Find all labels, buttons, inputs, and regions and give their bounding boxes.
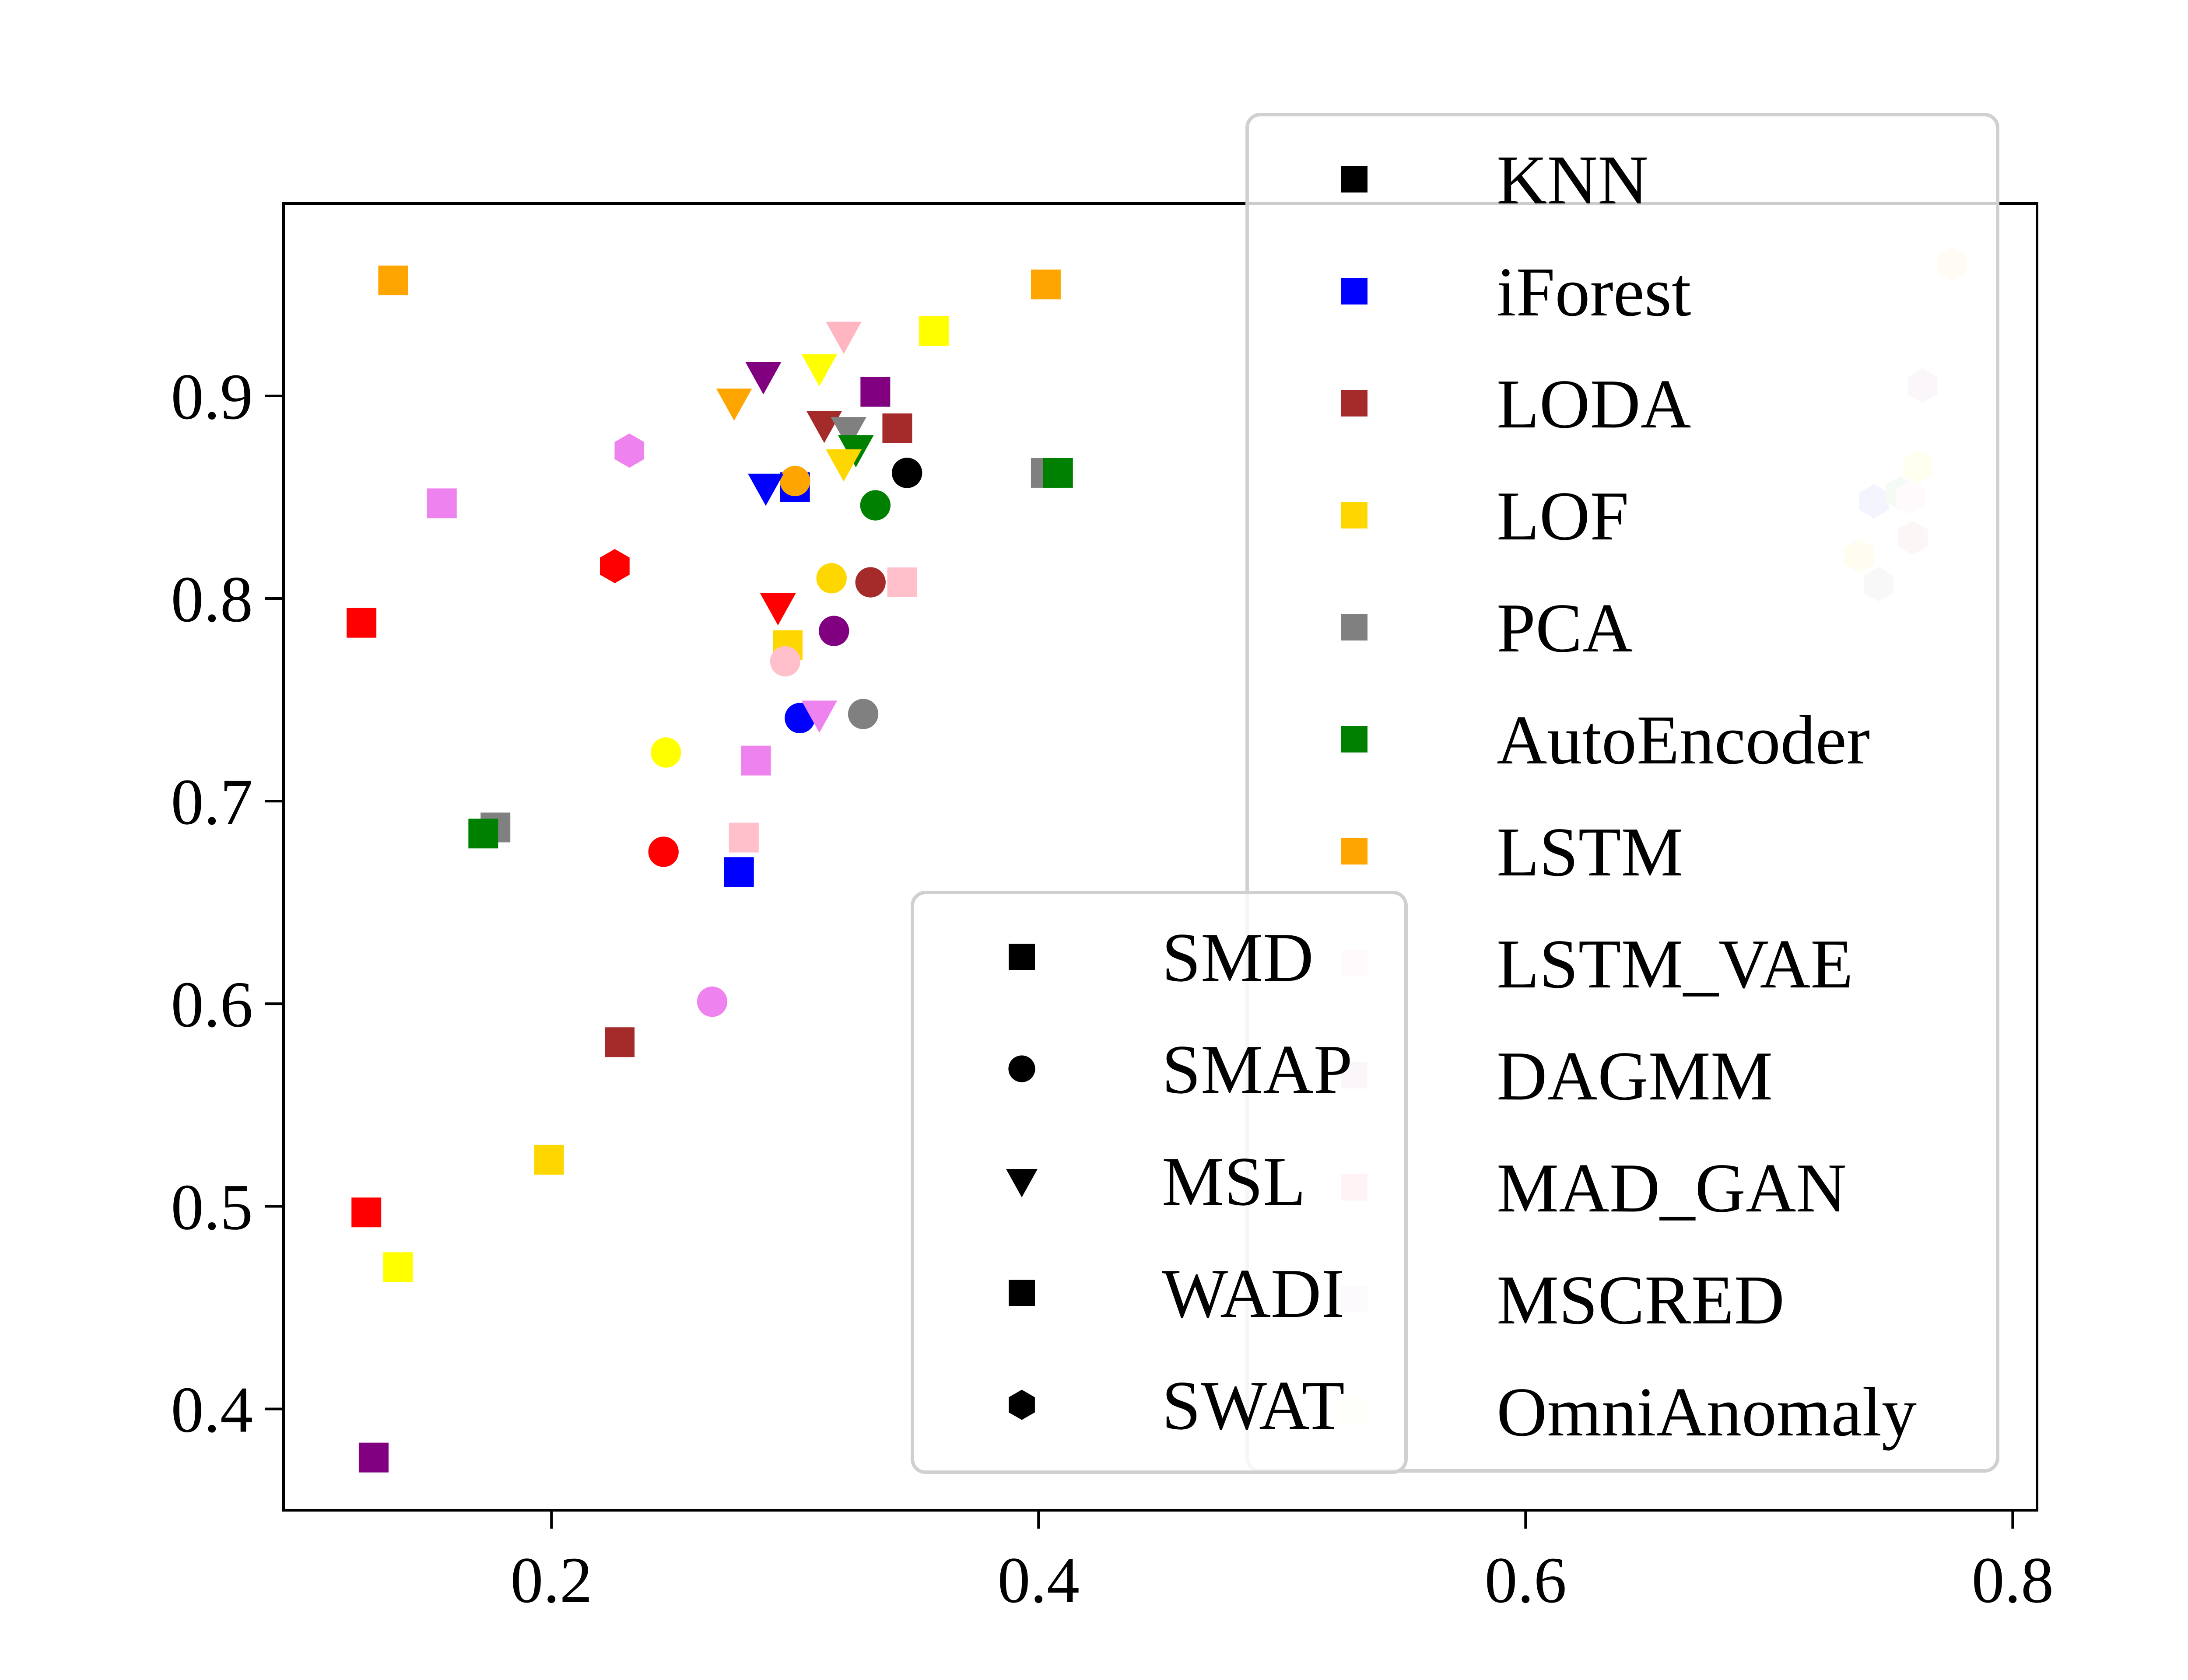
method-legend-label: OmniAnomaly: [1497, 1373, 1917, 1451]
method-legend-label: PCA: [1497, 589, 1633, 667]
data-point: [860, 377, 891, 407]
data-point: [919, 316, 949, 346]
data-point: [724, 857, 754, 887]
method-legend-label: LODA: [1497, 365, 1691, 443]
data-point: [855, 567, 886, 598]
y-tick-label: 0.9: [171, 360, 253, 433]
dataset-legend: SMD SMAP MSL WADI SWAT: [911, 891, 1408, 1474]
x-tick-label: 0.2: [510, 1544, 593, 1617]
data-point: [780, 466, 810, 497]
method-legend-label: LSTM: [1497, 813, 1683, 891]
data-point: [1031, 270, 1061, 300]
y-tick-label: 0.5: [171, 1171, 253, 1243]
y-tick-label: 0.4: [171, 1373, 253, 1446]
dataset-legend-marker: [1008, 1055, 1035, 1082]
plot-area-frame: [282, 202, 2038, 1512]
data-point: [741, 746, 771, 776]
data-point: [648, 836, 679, 867]
data-point: [716, 388, 752, 421]
data-point: [887, 567, 917, 597]
data-point: [801, 354, 838, 386]
method-legend-swatch: [1341, 726, 1368, 752]
dataset-legend-label: SWAT: [1162, 1366, 1345, 1444]
method-legend-label: MAD_GAN: [1497, 1149, 1847, 1227]
data-point: [614, 433, 645, 468]
y-tick-label: 0.6: [171, 968, 253, 1041]
method-legend-swatch: [1341, 838, 1368, 864]
data-point: [605, 1027, 635, 1057]
data-point: [848, 699, 879, 729]
method-legend-label: MSCRED: [1497, 1261, 1785, 1339]
method-legend-swatch: [1341, 166, 1368, 192]
data-point: [358, 1442, 389, 1473]
data-point: [427, 488, 457, 518]
x-tick-label: 0.6: [1485, 1544, 1567, 1617]
data-point: [892, 458, 922, 488]
data-point: [816, 563, 847, 594]
data-point: [383, 1252, 413, 1282]
method-legend-label: KNN: [1497, 141, 1648, 219]
method-legend-swatch: [1341, 614, 1368, 640]
y-axis: 0.4 0.5 0.6 0.7 0.8 0.9: [171, 360, 284, 1446]
data-point: [468, 819, 498, 849]
data-point: [729, 822, 759, 853]
dataset-legend-label: SMD: [1162, 918, 1314, 996]
dataset-legend-label: MSL: [1162, 1142, 1306, 1220]
data-point: [748, 473, 784, 506]
method-legend-swatch: [1341, 390, 1368, 416]
method-legend-label: LOF: [1497, 477, 1629, 555]
dataset-legend-box: [911, 891, 1408, 1474]
y-tick-label: 0.8: [171, 563, 253, 636]
method-legend-swatch: [1341, 278, 1368, 304]
data-point: [826, 449, 862, 482]
data-point: [860, 490, 891, 521]
data-point: [819, 616, 849, 646]
method-legend-swatch: [1341, 502, 1368, 528]
data-point: [347, 608, 377, 638]
x-axis: 0.2 0.4 0.6 0.8: [510, 1510, 2054, 1617]
dataset-legend-marker: [1009, 1390, 1035, 1420]
dataset-legend-label: WADI: [1162, 1254, 1345, 1332]
method-legend-label: LSTM_VAE: [1497, 925, 1853, 1003]
data-point: [745, 362, 782, 395]
data-point: [651, 737, 681, 768]
x-tick-label: 0.8: [1972, 1544, 2054, 1617]
data-point: [826, 322, 862, 354]
data-point: [1043, 458, 1073, 488]
method-legend-label: iForest: [1497, 253, 1691, 331]
y-tick-label: 0.7: [171, 766, 253, 838]
dataset-legend-marker: [1006, 1169, 1038, 1197]
data-point: [351, 1197, 382, 1228]
data-point: [378, 265, 408, 295]
x-tick-label: 0.4: [997, 1544, 1080, 1617]
method-legend-box: [1245, 113, 1999, 1473]
method-legend-label: DAGMM: [1497, 1037, 1773, 1115]
data-point: [534, 1144, 564, 1175]
data-point: [600, 549, 630, 584]
data-point: [801, 700, 838, 733]
data-point: [760, 593, 796, 626]
data-point: [770, 646, 801, 677]
data-point: [697, 986, 728, 1017]
data-point: [882, 413, 912, 444]
data-point: [831, 417, 866, 449]
dataset-legend-marker: [1009, 944, 1035, 970]
dataset-legend-label: SMAP: [1162, 1030, 1353, 1108]
method-legend-label: AutoEncoder: [1497, 701, 1870, 779]
dataset-legend-marker: [1009, 1280, 1035, 1306]
